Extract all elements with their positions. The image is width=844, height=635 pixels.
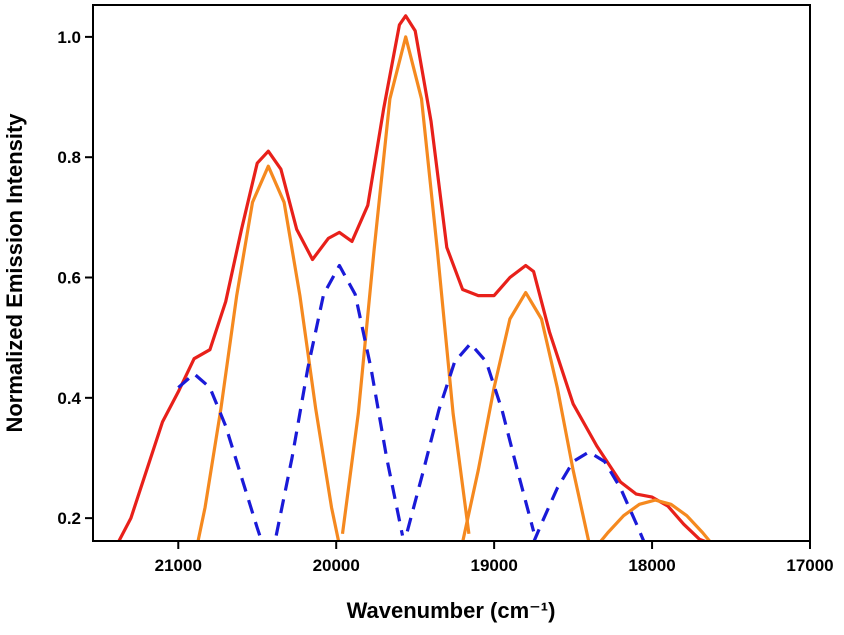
y-tick-label: 1.0 [57, 28, 81, 47]
dashed-component [274, 263, 405, 536]
component-line [117, 14, 708, 541]
dashed-component [405, 342, 536, 532]
x-tick-label: 20000 [313, 556, 360, 575]
y-tick-label: 0.8 [57, 148, 81, 167]
x-tick-label: 18000 [628, 556, 675, 575]
component-line [598, 498, 712, 541]
component-line [340, 35, 471, 535]
y-axis-label: Normalized Emission Intensity [2, 113, 27, 433]
component-line [196, 164, 341, 541]
x-tick-label: 17000 [786, 556, 833, 575]
x-tick-label: 19000 [471, 556, 518, 575]
plot-area [117, 14, 712, 541]
component-line [461, 291, 591, 541]
x-axis-label: Wavenumber (cm⁻¹) [347, 598, 556, 623]
y-tick-label: 0.6 [57, 269, 81, 288]
y-tick-label: 0.4 [57, 389, 81, 408]
x-tick-label: 21000 [155, 556, 202, 575]
dashed-component [532, 450, 646, 541]
y-tick-label: 0.2 [57, 509, 81, 528]
plot-frame [92, 4, 811, 542]
dashed-component [177, 372, 264, 541]
